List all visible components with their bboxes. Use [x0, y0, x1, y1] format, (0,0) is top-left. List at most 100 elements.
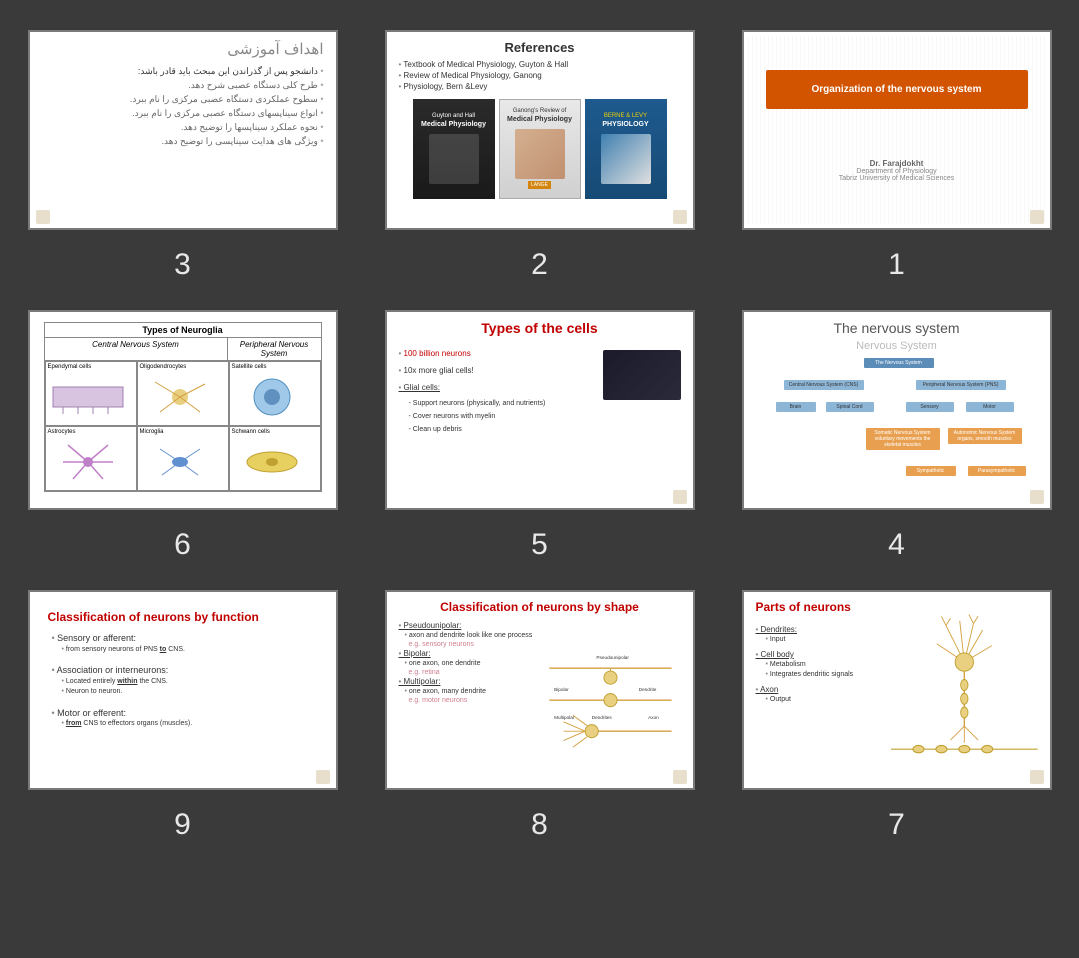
tree-node: Sensory	[906, 402, 954, 412]
slide-number: 7	[888, 808, 905, 842]
func-head: Association or interneurons:	[52, 664, 324, 677]
glia-cell: Ependymal cells	[45, 361, 137, 426]
slide-number: 8	[531, 808, 548, 842]
ref-line: Physiology, Bern &Levy	[399, 81, 681, 92]
tree-node: Brain	[776, 402, 816, 412]
slide-8[interactable]: Classification of neurons by shape Pseud…	[385, 590, 695, 790]
book-cover-berne: BERNE & LEVY PHYSIOLOGY	[585, 99, 667, 199]
title-banner: Organization of the nervous system	[766, 70, 1028, 109]
book-cover-guyton: Guyton and Hall Medical Physiology	[413, 99, 495, 199]
book-image-icon	[429, 134, 479, 184]
shape-sub: one axon, many dendrite	[405, 687, 534, 697]
publisher-logo-icon	[1030, 210, 1044, 224]
glia-cell: Oligodendrocytes	[137, 361, 229, 426]
part-head: Dendrites:	[756, 624, 883, 635]
diagram-label: Dendrite	[638, 687, 656, 692]
func-title: Classification of neurons by function	[48, 610, 324, 624]
publisher-logo-icon	[1030, 490, 1044, 504]
glia-label: Satellite cells	[232, 364, 267, 370]
obj-line: دانشجو پس از گذراندن این مبحث باید قادر …	[42, 66, 324, 77]
microglia-icon	[140, 437, 226, 482]
obj-line: ویژگی های هدایت سیناپسی را توضیح دهد.	[42, 136, 324, 147]
part-sub: Metabolism	[766, 660, 883, 670]
slide-4[interactable]: The nervous system Nervous System The Ne…	[742, 310, 1052, 510]
neuroglia-table: Types of Neuroglia Central Nervous Syste…	[44, 322, 322, 492]
func-sub: from sensory neurons of PNS to CNS.	[62, 645, 324, 655]
cell-sub: Cover neurons with myelin	[409, 413, 681, 420]
neuron-image-icon	[603, 350, 681, 400]
book-subtitle: BERNE & LEVY	[604, 113, 647, 119]
func-body: Sensory or afferent: from sensory neuron…	[52, 632, 324, 729]
neuron-diagram	[891, 600, 1038, 770]
astrocyte-icon	[48, 437, 134, 482]
shape-text-col: Pseudounipolar: axon and dendrite look l…	[399, 620, 534, 704]
slide-wrapper-8: Classification of neurons by shape Pseud…	[377, 590, 702, 842]
publisher-logo-icon	[36, 210, 50, 224]
diagram-label: Dendrites	[591, 715, 612, 720]
glia-label: Astrocytes	[48, 429, 76, 435]
slide-wrapper-5: Types of the cells 100 billion neurons 1…	[377, 310, 702, 562]
glia-cell: Astrocytes	[45, 426, 137, 491]
slide-wrapper-7: Parts of neurons Dendrites: Input Cell b…	[734, 590, 1059, 842]
book-image-icon	[601, 134, 651, 184]
neuron-shapes-icon: Pseudounipolar Bipolar Dendrite Multipol…	[540, 648, 681, 758]
diagram-label: Bipolar	[554, 687, 569, 692]
slide-6[interactable]: Types of Neuroglia Central Nervous Syste…	[28, 310, 338, 510]
part-sub: Input	[766, 635, 883, 645]
cns-header: Central Nervous System	[45, 338, 228, 361]
slide-wrapper-2: References Textbook of Medical Physiolog…	[377, 30, 702, 282]
obj-line: سطوح عملکردی دستگاه عصبی مرکزی را نام بب…	[42, 94, 324, 105]
shape-diagram: Pseudounipolar Bipolar Dendrite Multipol…	[540, 648, 681, 758]
book-title: Medical Physiology	[421, 121, 486, 128]
part-head: Cell body	[756, 649, 883, 660]
slide-wrapper-3: اهداف آموزشی دانشجو پس از گذراندن این مب…	[20, 30, 345, 282]
book-subtitle: Guyton and Hall	[432, 113, 475, 119]
lange-tag: LANGE	[528, 181, 551, 189]
glia-label: Oligodendrocytes	[140, 364, 187, 370]
table-subhead-row: Central Nervous System Peripheral Nervou…	[45, 338, 321, 361]
slide-number: 4	[888, 528, 905, 562]
slide-3[interactable]: اهداف آموزشی دانشجو پس از گذراندن این مب…	[28, 30, 338, 230]
obj-line: انواع سیناپسهای دستگاه عصبی مرکزی را نام…	[42, 108, 324, 119]
slide-2[interactable]: References Textbook of Medical Physiolog…	[385, 30, 695, 230]
part-sub: Integrates dendritic signals	[766, 670, 883, 680]
func-sub: Located entirely within the CNS.	[62, 677, 324, 687]
slide-number: 9	[174, 808, 191, 842]
tree-node: Motor	[966, 402, 1014, 412]
ns-subtitle: Nervous System	[756, 340, 1038, 352]
tree-node: Spinal Cord	[826, 402, 874, 412]
func-head: Sensory or afferent:	[52, 632, 324, 645]
slide-7[interactable]: Parts of neurons Dendrites: Input Cell b…	[742, 590, 1052, 790]
tree-node: The Nervous System	[864, 358, 934, 368]
satellite-icon	[232, 372, 318, 417]
slide-wrapper-4: The nervous system Nervous System The Ne…	[734, 310, 1059, 562]
book-cover-ganong: Ganong's Review of Medical Physiology LA…	[499, 99, 581, 199]
publisher-logo-icon	[316, 770, 330, 784]
glia-label: Ependymal cells	[48, 364, 92, 370]
glia-cell: Satellite cells	[229, 361, 321, 426]
tree-diagram: The Nervous System Central Nervous Syste…	[756, 358, 1038, 488]
slide-5[interactable]: Types of the cells 100 billion neurons 1…	[385, 310, 695, 510]
ref-line: Textbook of Medical Physiology, Guyton &…	[399, 59, 681, 70]
obj-line: طرح کلی دستگاه عصبی شرح دهد.	[42, 80, 324, 91]
publisher-logo-icon	[673, 490, 687, 504]
slide-9[interactable]: Classification of neurons by function Se…	[28, 590, 338, 790]
cells-title: Types of the cells	[399, 320, 681, 336]
book-title: Medical Physiology	[507, 116, 572, 123]
slide-number: 6	[174, 528, 191, 562]
cell-sub: Support neurons (physically, and nutrien…	[409, 400, 681, 407]
obj-line: نحوه عملکرد سیناپسها را توضیح دهد.	[42, 122, 324, 133]
slide-1[interactable]: Organization of the nervous system Dr. F…	[742, 30, 1052, 230]
slide-number: 2	[531, 248, 548, 282]
tree-node: Parasympathetic	[968, 466, 1026, 476]
part-sub: Output	[766, 695, 883, 705]
book-image-icon	[515, 129, 565, 179]
part-head: Axon	[756, 684, 883, 695]
objectives-title: اهداف آموزشی	[42, 40, 324, 58]
book-row: Guyton and Hall Medical Physiology Ganon…	[399, 99, 681, 199]
glia-label: Microglia	[140, 429, 164, 435]
shape-title: Classification of neurons by shape	[399, 600, 681, 614]
slide-wrapper-1: Organization of the nervous system Dr. F…	[734, 30, 1059, 282]
tree-node: Somatic Nervous System voluntary movemen…	[866, 428, 940, 450]
diagram-label: Axon	[648, 715, 659, 720]
